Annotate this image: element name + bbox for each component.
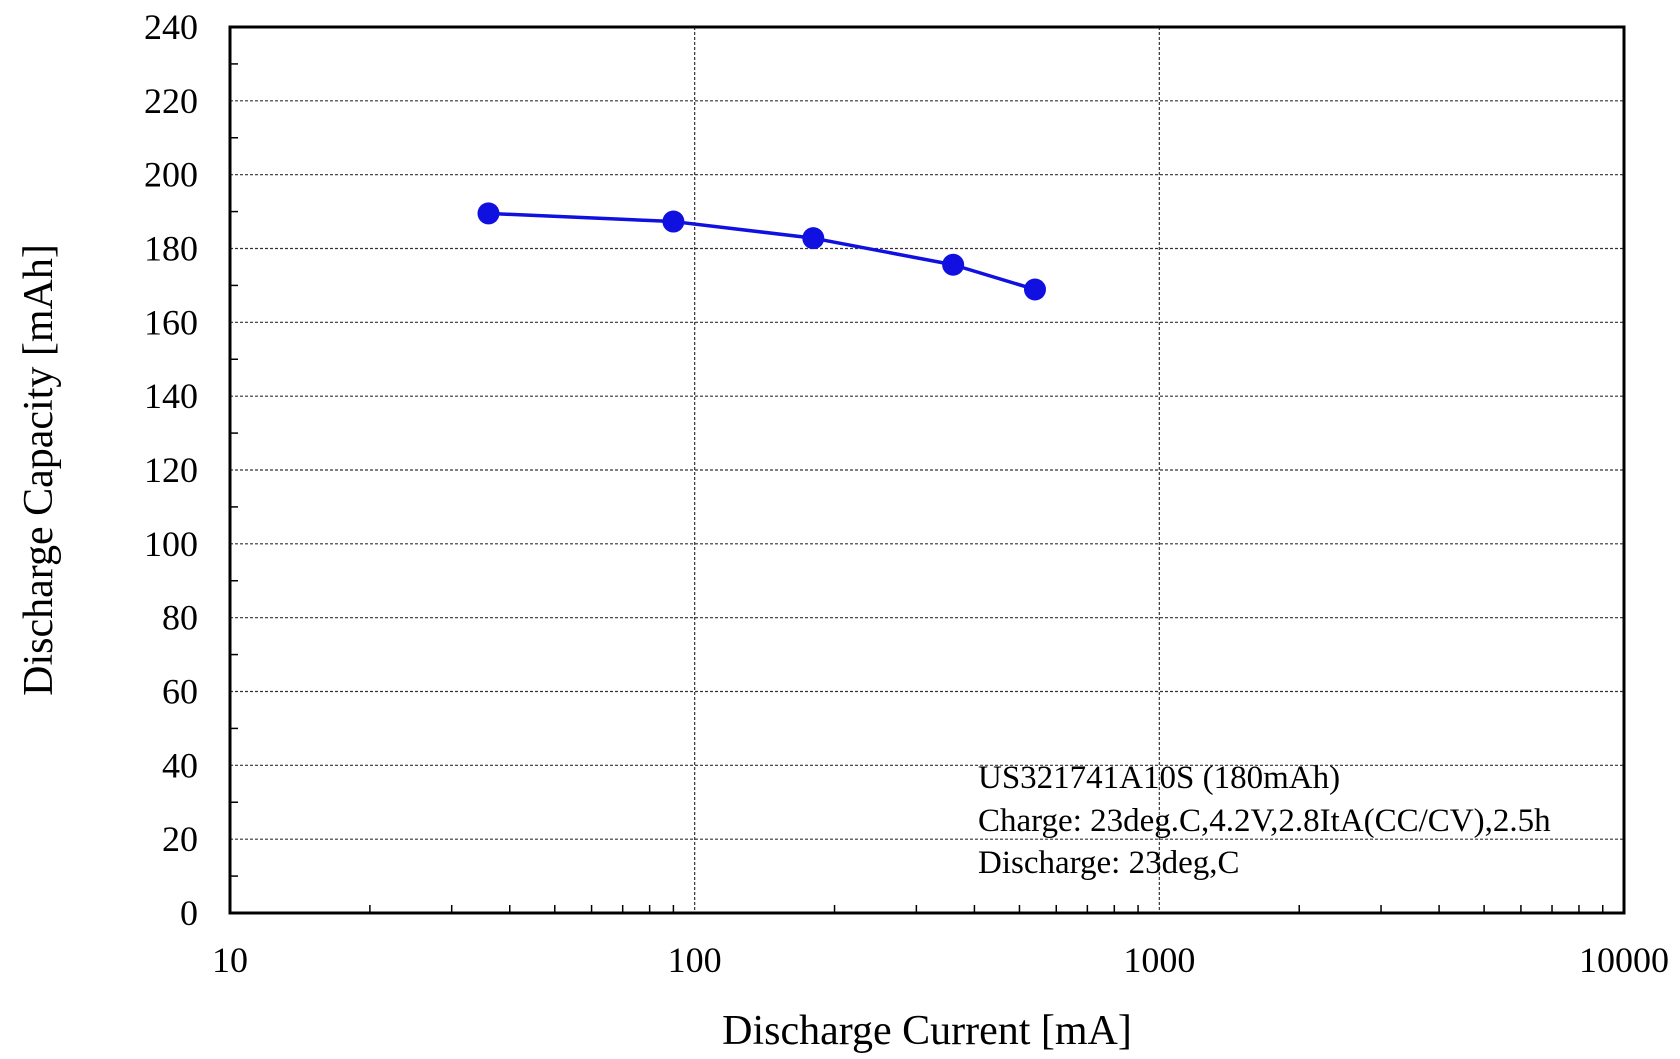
annotation: US321741A10S (180mAh) Charge: 23deg.C,4.… [978,760,1551,881]
y-tick-label: 80 [162,598,198,638]
annotation-line-1: US321741A10S (180mAh) [978,760,1340,796]
data-point [477,202,500,225]
x-tick-labels: 10 100 1000 10000 [212,940,1669,980]
y-tick-labels: 0 20 40 60 80 100 120 140 160 180 200 220 240 [144,7,198,933]
x-tick-label: 10000 [1579,940,1669,980]
x-tick-label: 10 [212,940,248,980]
annotation-line-2: Charge: 23deg.C,4.2V,2.8ItA(CC/CV),2.5h [978,803,1551,839]
annotation-line-3: Discharge: 23deg,C [978,845,1240,881]
x-tick-label: 100 [668,940,722,980]
data-point [802,227,825,250]
y-tick-label: 140 [144,376,198,416]
y-tick-label: 40 [162,745,198,785]
y-tick-label: 0 [180,893,198,933]
y-tick-label: 200 [144,155,198,195]
y-tick-label: 240 [144,7,198,47]
y-tick-label: 160 [144,302,198,342]
y-axis-label: Discharge Capacity [mAh] [16,244,62,696]
minor-tick-layer [230,63,1604,913]
y-tick-label: 60 [162,672,198,712]
y-tick-label: 20 [162,819,198,859]
x-axis-label: Discharge Current [mA] [722,1008,1132,1054]
plot-frame [228,25,1626,915]
data-point [662,210,685,233]
y-tick-label: 100 [144,524,198,564]
series-layer [477,202,1046,301]
series-line [488,211,1036,292]
grid-layer [230,27,1624,913]
y-tick-label: 120 [144,450,198,490]
y-tick-label: 180 [144,229,198,269]
data-point [942,253,965,276]
y-tick-label: 220 [144,81,198,121]
data-point [1023,278,1046,301]
x-tick-label: 1000 [1123,940,1195,980]
